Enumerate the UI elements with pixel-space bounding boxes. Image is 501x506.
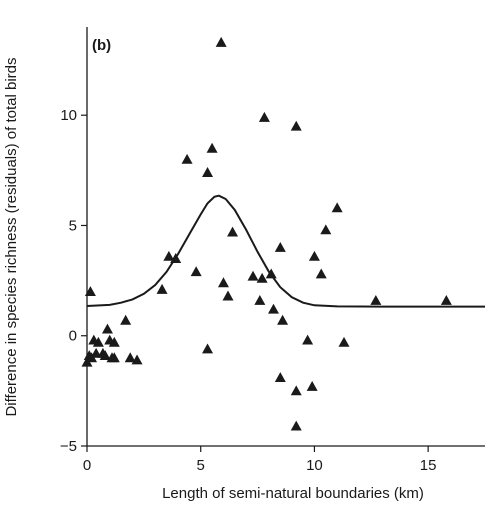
data-point (290, 120, 302, 131)
data-point (338, 336, 350, 347)
data-point (290, 385, 302, 396)
plot-frame (86, 27, 485, 447)
data-point (254, 294, 266, 305)
data-point (99, 350, 111, 360)
data-point (124, 352, 136, 363)
data-point (277, 314, 289, 325)
data-point (202, 167, 214, 177)
data-point (227, 226, 239, 237)
data-point (274, 242, 286, 252)
data-point (217, 277, 229, 288)
fitted-curve (86, 194, 485, 308)
data-point (256, 272, 268, 283)
y-axis-label: Difference in species richness (residual… (3, 57, 20, 416)
y-tick-label: 5 (69, 217, 77, 234)
y-tick-label: 0 (69, 328, 77, 345)
data-point (315, 268, 327, 279)
data-point (274, 372, 286, 383)
data-point (163, 250, 175, 261)
data-point (258, 111, 270, 122)
x-axis-label: Length of semi-natural boundaries (km) (162, 485, 424, 502)
data-point (290, 420, 302, 431)
data-point (84, 286, 96, 297)
data-point (247, 270, 259, 281)
x-tick-label: 10 (306, 457, 323, 474)
y-axis-ticks: −5 0 5 10 (60, 107, 87, 455)
x-tick-label: 0 (83, 457, 91, 474)
data-point (101, 323, 113, 334)
data-point (131, 354, 143, 365)
data-point (108, 352, 120, 363)
data-point (308, 250, 320, 261)
data-point (190, 266, 202, 277)
panel-label: (b) (92, 37, 111, 54)
data-point (331, 202, 343, 213)
data-point (320, 224, 332, 235)
x-tick-label: 15 (420, 457, 437, 474)
data-point (202, 343, 214, 354)
data-point (170, 253, 182, 263)
y-tick-label: −5 (60, 438, 77, 455)
data-point (92, 336, 104, 347)
data-point (265, 268, 277, 279)
data-point (206, 142, 218, 153)
data-point (120, 314, 132, 325)
data-points (81, 36, 452, 431)
data-point (215, 36, 227, 47)
y-tick-label: 10 (60, 107, 77, 124)
x-tick-label: 5 (197, 457, 205, 474)
data-point (370, 294, 382, 305)
data-point (108, 336, 120, 347)
data-point (440, 294, 452, 305)
data-point (302, 334, 314, 345)
data-point (156, 283, 168, 294)
x-axis-ticks: 0 5 10 15 (83, 446, 437, 474)
data-point (222, 290, 234, 301)
data-point (181, 153, 193, 164)
data-point (267, 303, 279, 314)
data-point (306, 380, 318, 391)
